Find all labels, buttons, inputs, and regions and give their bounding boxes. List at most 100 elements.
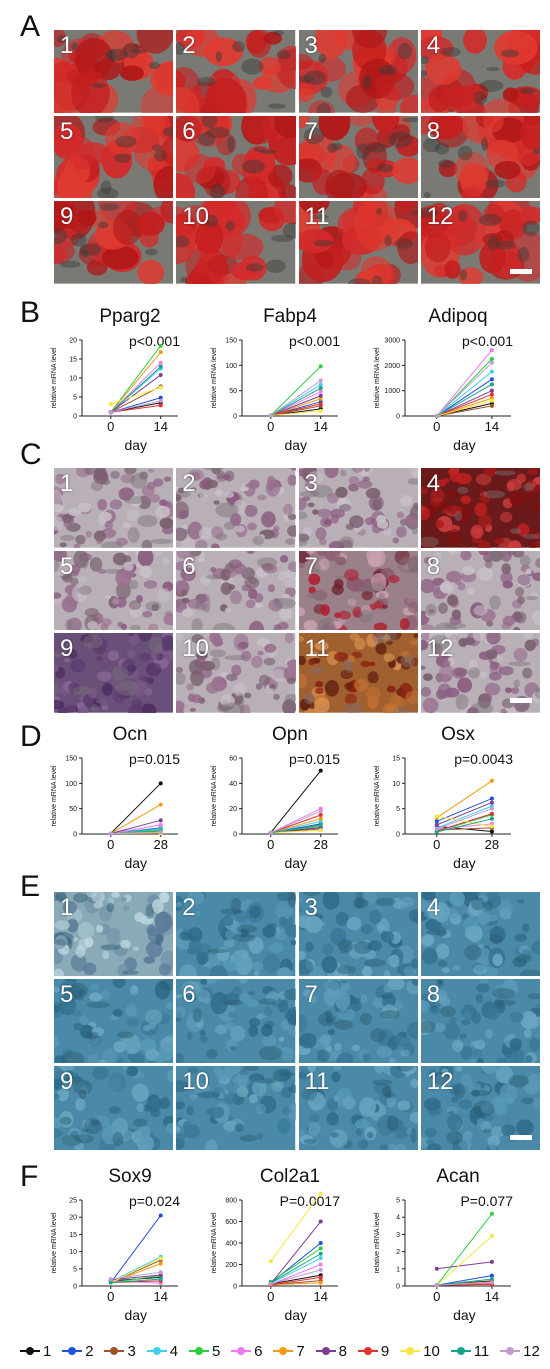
series-line xyxy=(436,805,493,829)
chart-osx: Osx p=0.0043 relative mRNA level 0 5 10 15 0 28 d… xyxy=(374,724,513,871)
data-point xyxy=(318,396,323,401)
legend-swatch xyxy=(62,1346,83,1356)
tile-number: 2 xyxy=(182,32,196,59)
data-point xyxy=(158,829,163,834)
data-point xyxy=(489,1280,494,1285)
legend-label: 1 xyxy=(43,1342,52,1360)
series-line xyxy=(110,782,162,834)
series-line xyxy=(436,780,493,819)
micrograph-image xyxy=(54,550,174,631)
data-point xyxy=(318,1280,323,1285)
micrograph-image xyxy=(176,468,296,548)
series-line xyxy=(110,824,161,834)
series-line xyxy=(436,378,493,417)
legend-item: 1 xyxy=(20,1343,51,1360)
data-point xyxy=(489,1277,494,1282)
tile-number: 10 xyxy=(182,203,209,231)
chart-title: Ocn xyxy=(113,724,148,745)
data-point xyxy=(268,1281,273,1286)
data-point xyxy=(318,393,323,398)
legend-item: 2 xyxy=(62,1343,94,1360)
series-line xyxy=(110,374,162,413)
series-line xyxy=(436,394,493,417)
panel-label-a: A xyxy=(20,10,41,43)
data-point xyxy=(434,826,439,831)
data-point xyxy=(489,800,494,805)
legend: 1 2 3 4 5 6 7 8 9 10 11 12 xyxy=(20,1340,540,1362)
series-12 xyxy=(108,829,163,836)
y-tick-label: 400 xyxy=(225,1241,237,1248)
micrograph-tile: 7 xyxy=(298,979,418,1063)
micrograph-image xyxy=(298,1066,418,1150)
series-line xyxy=(270,380,322,416)
data-point xyxy=(158,364,163,369)
data-point xyxy=(318,378,323,383)
data-point xyxy=(158,372,163,377)
chart-title: Sox9 xyxy=(108,1166,151,1187)
data-point xyxy=(108,1277,113,1282)
p-value-annotation: P=0.0017 xyxy=(280,1193,341,1209)
chart-title: Adipoq xyxy=(428,306,487,327)
series-line xyxy=(436,362,493,417)
y-tick-label: 15 xyxy=(392,756,400,763)
series-12 xyxy=(434,1280,494,1288)
y-tick-label: 20 xyxy=(69,1215,77,1222)
micrograph-tile: 1 xyxy=(54,892,174,976)
x-axis-label: day xyxy=(284,1307,307,1323)
micrograph-tile: 4 xyxy=(420,892,540,976)
scale-bar xyxy=(510,1135,532,1140)
data-point xyxy=(108,831,113,836)
series-line xyxy=(110,1258,161,1284)
y-tick-label: 800 xyxy=(225,1198,237,1205)
series-line xyxy=(436,349,493,417)
micrograph-tile: 12 xyxy=(420,633,540,713)
tile-number: 7 xyxy=(304,981,318,1008)
y-axis-label: relative mRNA level xyxy=(211,765,218,827)
data-point xyxy=(434,413,439,418)
series-line xyxy=(270,824,321,834)
series-10 xyxy=(108,385,163,406)
series-line xyxy=(270,1253,321,1284)
scale-bar xyxy=(510,698,532,703)
series-line xyxy=(270,770,322,834)
micrograph-image xyxy=(420,1066,540,1150)
data-point xyxy=(489,348,494,353)
series-line xyxy=(270,403,321,416)
series-8 xyxy=(434,1259,494,1271)
micrograph-tile: 6 xyxy=(176,979,296,1063)
series-line xyxy=(270,1274,321,1285)
data-point xyxy=(489,1259,494,1264)
legend-label: 3 xyxy=(127,1342,136,1360)
x-tick-label: 0 xyxy=(107,419,114,434)
y-axis-label: relative mRNA level xyxy=(51,347,58,409)
legend-item: 7 xyxy=(273,1343,305,1360)
series-line xyxy=(110,404,161,413)
legend-swatch xyxy=(357,1346,378,1356)
micrograph-image xyxy=(298,633,418,713)
series-line xyxy=(436,1278,492,1286)
series-line xyxy=(110,400,161,413)
micrograph-image xyxy=(176,979,296,1063)
series-line xyxy=(110,1278,161,1284)
series-12 xyxy=(268,378,323,418)
tile-number: 11 xyxy=(304,203,330,231)
y-tick-label: 15 xyxy=(69,357,77,364)
micrograph-tile: 3 xyxy=(298,30,418,113)
micrograph-tile: 7 xyxy=(298,115,418,199)
y-tick-label: 0 xyxy=(396,414,400,421)
p-value-annotation: p<0.001 xyxy=(462,333,513,349)
data-point xyxy=(158,403,163,408)
legend-item: 10 xyxy=(400,1343,440,1360)
series-12 xyxy=(108,1270,163,1282)
data-point xyxy=(489,796,494,801)
series-line xyxy=(436,383,493,417)
micrograph-tile: 2 xyxy=(176,468,296,548)
series-line xyxy=(270,395,321,416)
tile-number: 6 xyxy=(182,117,196,145)
y-tick-label: 100 xyxy=(65,781,77,788)
y-tick-label: 2 xyxy=(396,1249,400,1256)
micrograph-image xyxy=(176,892,296,976)
data-point xyxy=(434,1266,439,1271)
tile-number: 12 xyxy=(426,635,454,663)
micrograph-image xyxy=(54,115,174,199)
